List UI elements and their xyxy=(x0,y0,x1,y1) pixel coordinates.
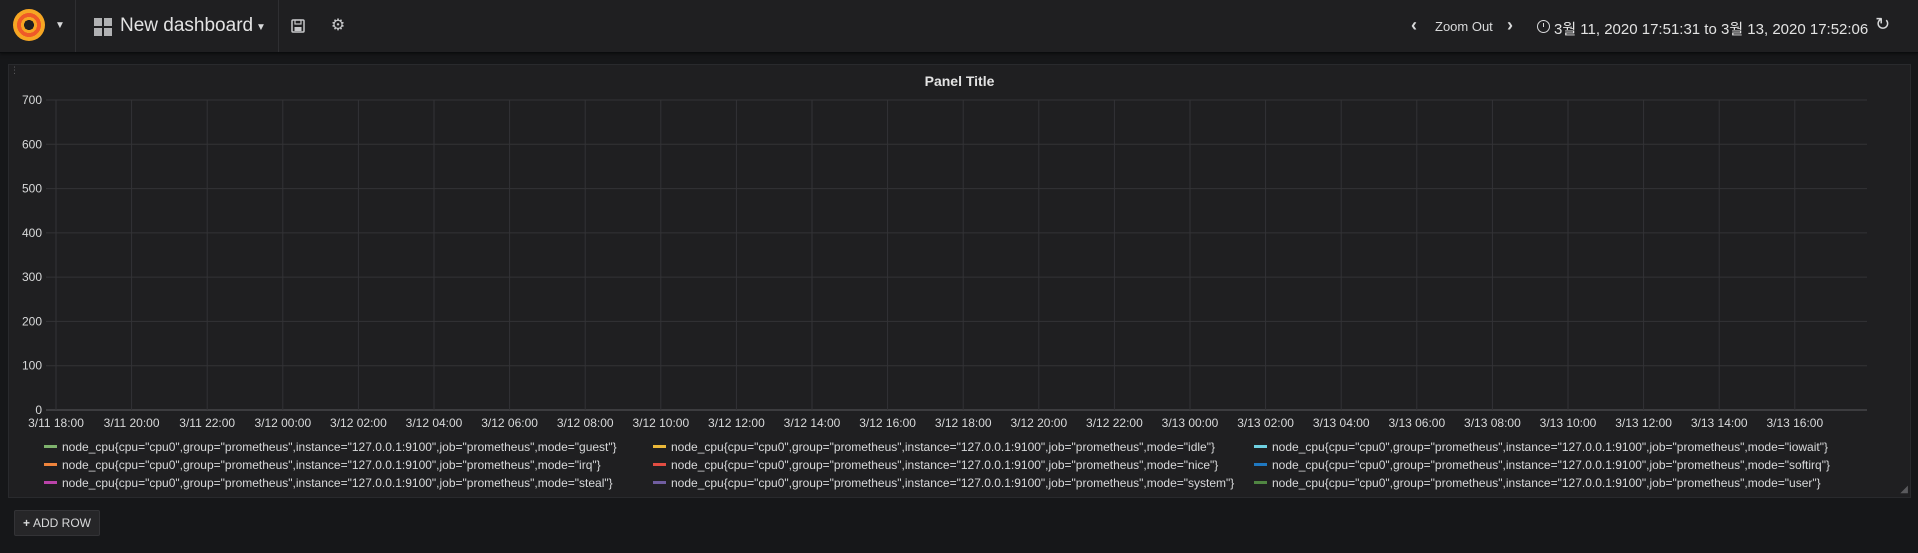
x-tick-label: 3/12 20:00 xyxy=(1010,416,1067,430)
legend-label[interactable]: node_cpu{cpu="cpu0",group="prometheus",i… xyxy=(62,476,613,490)
graph-panel: ⋮ Panel Title 0 100 200 300 400 500 600 700 3/11… xyxy=(8,64,1911,498)
add-row-button[interactable]: + ADD ROW xyxy=(14,510,101,536)
x-tick-label: 3/12 02:00 xyxy=(330,416,387,430)
x-tick-label: 3/13 10:00 xyxy=(1540,416,1597,430)
x-tick-label: 3/13 14:00 xyxy=(1691,416,1748,430)
panel-title[interactable]: Panel Title xyxy=(924,73,995,89)
legend-swatch[interactable] xyxy=(653,463,666,467)
plus-icon: + xyxy=(23,516,31,530)
x-tick-label: 3/12 18:00 xyxy=(935,416,992,430)
legend-label[interactable]: node_cpu{cpu="cpu0",group="prometheus",i… xyxy=(62,440,617,454)
legend-item[interactable]: node_cpu{cpu="cpu0",group="prometheus",i… xyxy=(44,458,601,472)
grafana-logo-icon[interactable] xyxy=(13,9,45,41)
drag-handle-icon[interactable]: ⋮ xyxy=(10,65,19,75)
x-tick-label: 3/11 20:00 xyxy=(104,416,160,430)
chevron-right-icon[interactable]: › xyxy=(1507,15,1513,35)
top-navbar: ▼ New dashboard ▼ ⚙ ‹ Zoom Out › 3월 11, … xyxy=(0,0,1918,53)
legend-swatch[interactable] xyxy=(44,463,57,467)
legend-swatch[interactable] xyxy=(1254,481,1267,485)
y-tick-label: 400 xyxy=(22,226,42,240)
y-tick-label: 300 xyxy=(22,270,42,284)
legend-swatch[interactable] xyxy=(653,445,666,449)
x-tick-label: 3/13 04:00 xyxy=(1313,416,1370,430)
save-button[interactable] xyxy=(286,14,310,38)
legend-label[interactable]: node_cpu{cpu="cpu0",group="prometheus",i… xyxy=(1272,476,1821,490)
y-tick-label: 0 xyxy=(35,403,42,417)
legend-label[interactable]: node_cpu{cpu="cpu0",group="prometheus",i… xyxy=(1272,440,1828,454)
gear-icon: ⚙ xyxy=(330,17,346,34)
x-tick-label: 3/12 12:00 xyxy=(708,416,765,430)
legend-item[interactable]: node_cpu{cpu="cpu0",group="prometheus",i… xyxy=(1254,458,1830,472)
x-tick-label: 3/11 18:00 xyxy=(28,416,84,430)
y-tick-label: 100 xyxy=(22,359,42,373)
legend-label[interactable]: node_cpu{cpu="cpu0",group="prometheus",i… xyxy=(62,458,601,472)
legend-label[interactable]: node_cpu{cpu="cpu0",group="prometheus",i… xyxy=(671,440,1215,454)
legend-swatch[interactable] xyxy=(1254,463,1267,467)
y-tick-label: 500 xyxy=(22,182,42,196)
legend-item[interactable]: node_cpu{cpu="cpu0",group="prometheus",i… xyxy=(653,476,1234,490)
grid-icon xyxy=(94,18,112,36)
graph-chart[interactable]: 0 100 200 300 400 500 600 700 3/11 18:00 3/11 20:… xyxy=(9,65,1910,440)
refresh-icon[interactable]: ↻ xyxy=(1875,14,1891,34)
legend-label[interactable]: node_cpu{cpu="cpu0",group="prometheus",i… xyxy=(671,476,1235,490)
legend-swatch[interactable] xyxy=(44,445,57,449)
x-tick-label: 3/11 22:00 xyxy=(179,416,235,430)
dashboard-picker[interactable]: New dashboard ▼ xyxy=(76,0,279,52)
chevron-left-icon[interactable]: ‹ xyxy=(1411,15,1417,35)
x-tick-label: 3/13 02:00 xyxy=(1237,416,1294,430)
graph-legend: node_cpu{cpu="cpu0",group="prometheus",i… xyxy=(9,440,1910,494)
y-tick-label: 700 xyxy=(22,93,42,107)
legend-item[interactable]: node_cpu{cpu="cpu0",group="prometheus",i… xyxy=(1254,476,1821,490)
x-tick-label: 3/12 22:00 xyxy=(1086,416,1143,430)
x-tick-label: 3/13 00:00 xyxy=(1162,416,1219,430)
resize-handle-icon[interactable]: ◢ xyxy=(1900,484,1908,495)
x-tick-label: 3/13 08:00 xyxy=(1464,416,1521,430)
legend-item[interactable]: node_cpu{cpu="cpu0",group="prometheus",i… xyxy=(44,440,617,454)
add-row-label: ADD ROW xyxy=(33,516,92,530)
x-tick-label: 3/12 04:00 xyxy=(406,416,463,430)
time-range-picker[interactable]: 3월 11, 2020 17:51:31 to 3월 13, 2020 17:5… xyxy=(1554,21,1869,38)
caret-down-icon[interactable]: ▼ xyxy=(55,20,65,31)
legend-item[interactable]: node_cpu{cpu="cpu0",group="prometheus",i… xyxy=(44,476,613,490)
x-tick-label: 3/12 08:00 xyxy=(557,416,614,430)
caret-down-icon[interactable]: ▼ xyxy=(256,22,266,33)
legend-label[interactable]: node_cpu{cpu="cpu0",group="prometheus",i… xyxy=(671,458,1219,472)
zoom-out-button[interactable]: Zoom Out xyxy=(1435,19,1493,34)
clock-icon xyxy=(1537,20,1550,33)
legend-swatch[interactable] xyxy=(1254,445,1267,449)
x-tick-label: 3/13 06:00 xyxy=(1388,416,1445,430)
legend-item[interactable]: node_cpu{cpu="cpu0",group="prometheus",i… xyxy=(653,458,1218,472)
y-tick-label: 200 xyxy=(22,314,42,328)
x-tick-label: 3/12 10:00 xyxy=(632,416,689,430)
x-tick-label: 3/12 00:00 xyxy=(254,416,311,430)
dashboard-title[interactable]: New dashboard xyxy=(120,15,254,36)
x-tick-label: 3/13 12:00 xyxy=(1615,416,1672,430)
legend-label[interactable]: node_cpu{cpu="cpu0",group="prometheus",i… xyxy=(1272,458,1830,472)
logo-menu[interactable]: ▼ xyxy=(0,0,76,52)
legend-item[interactable]: node_cpu{cpu="cpu0",group="prometheus",i… xyxy=(653,440,1215,454)
legend-item[interactable]: node_cpu{cpu="cpu0",group="prometheus",i… xyxy=(1254,440,1828,454)
settings-button[interactable]: ⚙ xyxy=(326,14,350,38)
legend-swatch[interactable] xyxy=(44,481,57,485)
x-tick-label: 3/12 14:00 xyxy=(784,416,841,430)
x-tick-label: 3/12 16:00 xyxy=(859,416,916,430)
legend-swatch[interactable] xyxy=(653,481,666,485)
x-tick-label: 3/13 16:00 xyxy=(1766,416,1823,430)
x-tick-label: 3/12 06:00 xyxy=(481,416,538,430)
save-icon xyxy=(291,19,305,33)
y-tick-label: 600 xyxy=(22,137,42,151)
